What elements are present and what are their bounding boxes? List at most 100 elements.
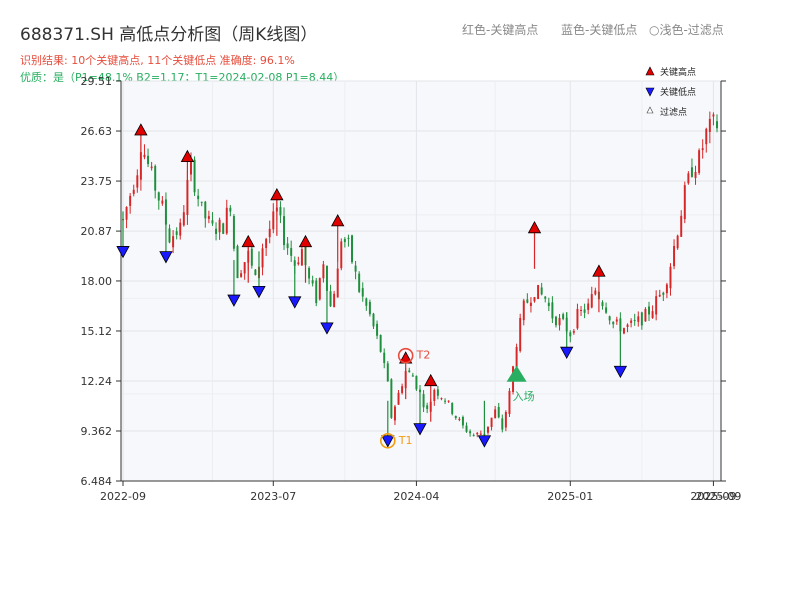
chart-title: 688371.SH 高低点分析图（周K线图）	[20, 25, 318, 45]
t2-label: T2	[416, 349, 431, 362]
candle-body	[515, 346, 518, 368]
candle-body	[390, 379, 393, 418]
candle-body	[283, 216, 286, 246]
candle-body	[336, 268, 339, 298]
candle-body	[132, 189, 135, 194]
candle-body	[164, 199, 167, 225]
legend-blue-note: 蓝色-关键低点	[561, 23, 638, 37]
candle-body	[683, 185, 686, 220]
candle-body	[365, 298, 368, 306]
candle-body	[386, 363, 389, 382]
key-low-marker	[288, 296, 302, 309]
candle-body	[444, 400, 447, 402]
x-tick-label: 2025-01	[547, 490, 593, 503]
key-high-marker	[241, 234, 255, 248]
candle-body	[451, 402, 454, 414]
candle-body	[129, 195, 132, 206]
x-tick-label: 2025-09	[690, 490, 736, 503]
candle-body	[640, 312, 643, 326]
key-high-marker	[527, 220, 542, 234]
candle-body	[340, 241, 343, 269]
candle-body	[583, 309, 586, 313]
candle-body	[232, 216, 235, 249]
legend-low-label: 关键低点	[660, 86, 696, 98]
candle-body	[619, 318, 622, 332]
candle-body	[308, 268, 311, 279]
candle-body	[486, 426, 489, 433]
candle-body	[161, 200, 164, 204]
candle-body	[254, 269, 257, 275]
candle-body	[461, 416, 464, 426]
candle-body	[658, 294, 661, 297]
candle-body	[612, 321, 615, 325]
candle-body	[601, 302, 604, 307]
candle-body	[189, 160, 192, 175]
candle-body	[300, 249, 303, 266]
candle-body	[547, 302, 550, 307]
x-tick-label: 2022-09	[100, 490, 146, 503]
candle-body	[644, 308, 647, 322]
candle-body	[422, 394, 425, 408]
candle-body	[551, 302, 554, 319]
x-tick-label-overlap: 2025-09	[695, 490, 741, 503]
candle-body	[690, 167, 693, 177]
candle-body	[265, 238, 268, 249]
candle-body	[676, 235, 679, 249]
candle-body	[622, 328, 625, 334]
candle-body	[279, 207, 282, 216]
candle-body	[343, 239, 346, 243]
candle-body	[329, 291, 332, 307]
candle-body	[522, 300, 525, 321]
candle-body	[286, 243, 289, 249]
x-tick-label: 2023-07	[250, 490, 296, 503]
candle-body	[558, 317, 561, 326]
candle-body	[716, 121, 718, 129]
key-low-marker	[413, 423, 427, 436]
candle-body	[651, 311, 654, 318]
candle-body	[147, 155, 150, 165]
candle-body	[182, 212, 185, 226]
candle-body	[501, 418, 504, 430]
candle-body	[587, 303, 590, 310]
candle-body	[240, 273, 243, 277]
candle-body	[222, 223, 225, 234]
legend-light-note: ○浅色-过滤点	[649, 23, 724, 37]
candle-body	[580, 309, 583, 311]
candle-body	[150, 166, 153, 169]
candle-body	[626, 324, 629, 327]
candle-body	[272, 211, 275, 230]
key-low-marker	[252, 285, 266, 299]
candle-body	[408, 370, 411, 373]
candle-body	[243, 262, 246, 274]
y-tick-label: 26.63	[81, 125, 113, 138]
candle-body	[318, 278, 321, 300]
candle-body	[204, 201, 207, 219]
key-high-marker	[270, 187, 284, 201]
candle-body	[347, 237, 350, 239]
candle-body	[615, 319, 618, 322]
candle-body	[694, 171, 697, 178]
candle-body	[333, 293, 336, 308]
candle-body	[211, 220, 214, 224]
candle-body	[433, 389, 436, 401]
candle-body	[712, 114, 715, 117]
candle-body	[411, 375, 414, 377]
candle-body	[157, 192, 160, 201]
key-high-marker	[331, 214, 345, 227]
candle-body	[469, 431, 472, 434]
key-high-marker	[180, 149, 195, 163]
candle-body	[218, 219, 221, 233]
candle-body	[680, 215, 683, 237]
candle-body	[648, 306, 651, 315]
candle-body	[368, 301, 371, 315]
t1-circle	[379, 432, 396, 449]
candle-body	[311, 280, 314, 284]
candle-body	[533, 297, 536, 302]
candle-body	[665, 284, 668, 294]
candle-body	[490, 417, 493, 427]
candle-body	[537, 285, 540, 299]
key-low-marker	[613, 365, 628, 379]
key-high-marker	[298, 234, 313, 248]
x-tick-label: 2024-04	[393, 490, 439, 503]
